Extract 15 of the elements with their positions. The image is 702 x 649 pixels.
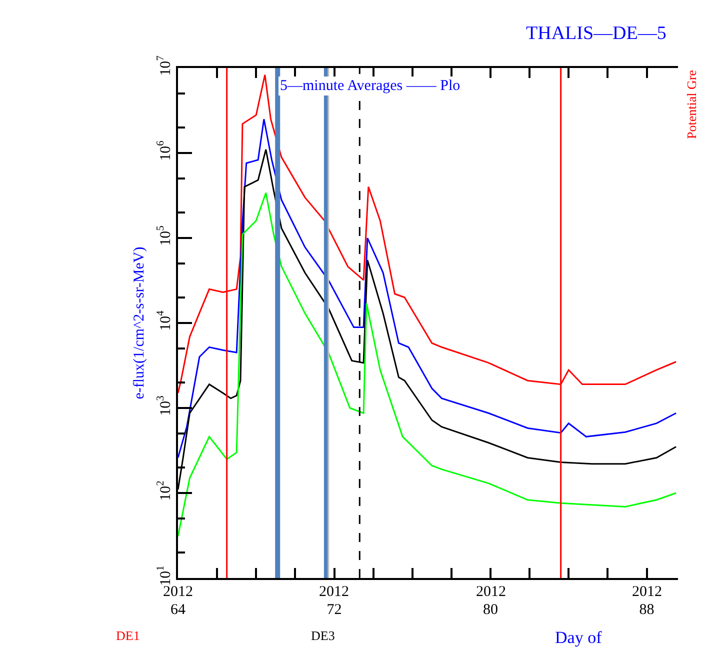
text: Potential Gre: [684, 70, 699, 139]
text: 5—minute Averages —— Plo: [280, 78, 460, 94]
x-tick-label: 80: [483, 602, 498, 618]
x-tick-label: 64: [170, 602, 186, 618]
text: DE3: [311, 628, 335, 643]
text: 2012: [476, 584, 506, 600]
x-tick-label: 88: [639, 602, 654, 618]
x-tick-label: 72: [326, 602, 342, 618]
text: 2012: [632, 584, 662, 600]
text: 2012: [163, 584, 193, 600]
chart-title: THALIS—DE—5: [526, 23, 666, 44]
y-axis-title: e-flux(1/cm^2-s-sr-MeV): [131, 246, 148, 400]
text: 2012: [319, 584, 349, 600]
x-axis-title: Day of: [555, 628, 602, 647]
text: DE1: [116, 628, 140, 643]
